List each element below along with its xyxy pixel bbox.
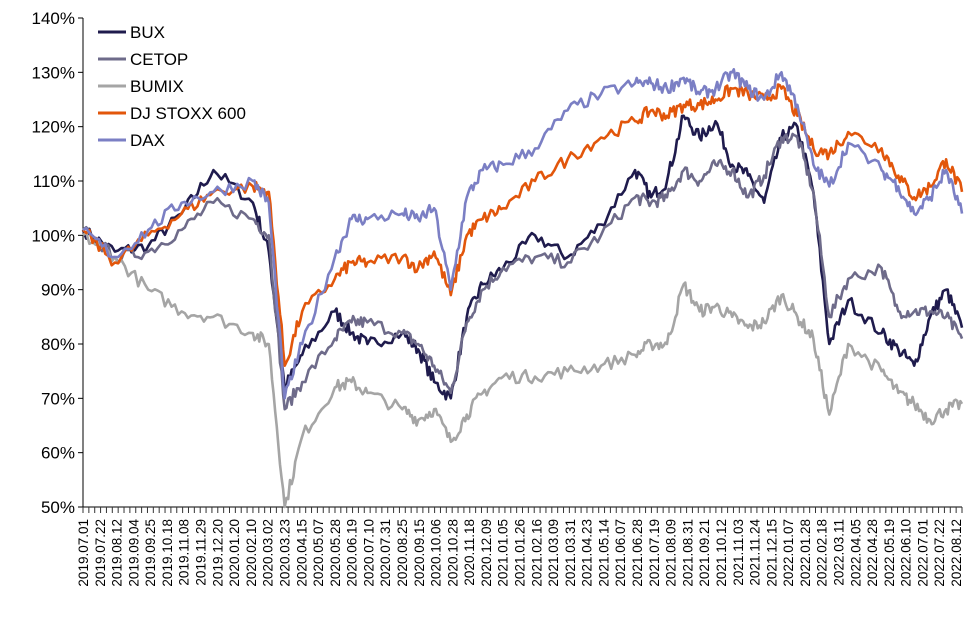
x-tick-label: 2021.01.05 <box>496 519 511 587</box>
y-tick-label: 120% <box>32 118 75 137</box>
x-tick-label: 2019.07.22 <box>93 519 108 587</box>
y-tick-label: 110% <box>33 172 75 191</box>
x-tick-label: 2021.08.31 <box>680 519 695 587</box>
x-tick-label: 2022.08.12 <box>949 519 964 587</box>
x-tick-label: 2021.12.15 <box>764 519 779 587</box>
x-tick-label: 2020.05.07 <box>311 519 326 587</box>
x-tick-label: 2020.03.23 <box>278 519 293 587</box>
x-tick-label: 2020.05.28 <box>328 519 343 587</box>
x-axis: 2019.07.01 2019.07.22 2019.08.12 2019.09.04… <box>76 506 964 587</box>
x-tick-label: 2020.06.19 <box>345 519 360 587</box>
x-tick-label: 2021.03.31 <box>563 519 578 587</box>
x-tick-label: 2020.09.15 <box>412 519 427 587</box>
legend: BUX CETOP BUMIX DJ STOXX 600 DAX <box>98 23 246 150</box>
x-tick-label: 2022.04.05 <box>848 519 863 587</box>
x-tick-label: 2019.12.20 <box>210 519 225 587</box>
x-tick-label: 2022.02.18 <box>815 519 830 587</box>
x-tick-label: 2020.07.10 <box>361 519 376 587</box>
y-tick-label: 70% <box>41 389 75 408</box>
series-line-dax <box>82 68 964 400</box>
x-tick-label: 2020.10.06 <box>429 519 444 587</box>
x-tick-label: 2021.08.09 <box>664 519 679 587</box>
x-tick-label: 2020.11.18 <box>462 519 477 586</box>
x-tick-label: 2020.04.15 <box>294 519 309 587</box>
x-tick-label: 2022.06.10 <box>899 519 914 587</box>
x-tick-label: 2021.10.12 <box>714 519 729 587</box>
x-tick-label: 2021.03.09 <box>546 519 561 587</box>
x-tick-label: 2019.09.04 <box>126 519 141 587</box>
x-tick-label: 2022.07.01 <box>915 519 930 587</box>
x-tick-label: 2022.05.19 <box>882 519 897 587</box>
x-tick-label: 2020.07.31 <box>378 519 393 587</box>
x-tick-label: 2022.04.28 <box>865 519 880 587</box>
x-tick-label: 2021.01.26 <box>513 519 528 587</box>
x-tick-label: 2021.02.16 <box>529 519 544 587</box>
x-tick-label: 2020.02.10 <box>244 519 259 587</box>
legend-label-cetop: CETOP <box>130 50 188 69</box>
series-line-dj-stoxx-600 <box>82 83 964 367</box>
x-tick-label: 2021.06.07 <box>613 519 628 587</box>
x-tick-label: 2021.11.03 <box>731 519 746 586</box>
x-tick-label: 2021.11.24 <box>748 519 763 586</box>
legend-label-bux: BUX <box>130 23 165 42</box>
series-line-cetop <box>82 132 964 411</box>
x-tick-label: 2022.01.28 <box>798 519 813 587</box>
y-tick-label: 50% <box>41 498 75 517</box>
x-tick-label: 2019.08.12 <box>110 519 125 587</box>
legend-label-dax: DAX <box>130 131 165 150</box>
y-tick-label: 100% <box>32 226 75 245</box>
series-layer <box>81 68 964 509</box>
y-tick-label: 60% <box>41 444 75 463</box>
x-tick-label: 2021.07.19 <box>647 519 662 587</box>
x-tick-label: 2021.04.23 <box>580 519 595 587</box>
x-tick-label: 2022.07.22 <box>932 519 947 587</box>
x-tick-label: 2019.09.25 <box>143 519 158 587</box>
legend-label-bumix: BUMIX <box>130 77 184 96</box>
y-tick-label: 130% <box>32 63 75 82</box>
x-tick-label: 2020.03.02 <box>261 519 276 587</box>
x-tick-label: 2021.09.21 <box>697 519 712 587</box>
x-tick-label: 2019.07.01 <box>76 519 91 587</box>
y-axis: 50% 60% 70% 80% 90% 100% 110% 120% 130% 140% <box>32 9 84 517</box>
x-tick-label: 2021.05.14 <box>596 519 611 587</box>
legend-label-dj-stoxx-600: DJ STOXX 600 <box>130 104 246 123</box>
x-tick-label: 2019.11.08 <box>177 519 192 586</box>
y-tick-label: 80% <box>41 335 75 354</box>
series-line-bux <box>81 114 964 401</box>
x-tick-label: 2019.10.18 <box>160 519 175 587</box>
x-tick-label: 2022.01.07 <box>781 519 796 587</box>
x-tick-label: 2021.06.28 <box>630 519 645 587</box>
x-tick-label: 2020.12.09 <box>479 519 494 587</box>
x-tick-label: 2019.11.29 <box>194 519 209 586</box>
y-tick-label: 140% <box>32 9 75 28</box>
x-tick-label: 2020.01.20 <box>227 519 242 587</box>
x-tick-label: 2020.10.28 <box>445 519 460 587</box>
x-tick-label: 2020.08.25 <box>395 519 410 587</box>
x-tick-label: 2022.03.11 <box>832 519 847 586</box>
series-line-bumix <box>82 231 964 509</box>
y-tick-label: 90% <box>41 281 75 300</box>
